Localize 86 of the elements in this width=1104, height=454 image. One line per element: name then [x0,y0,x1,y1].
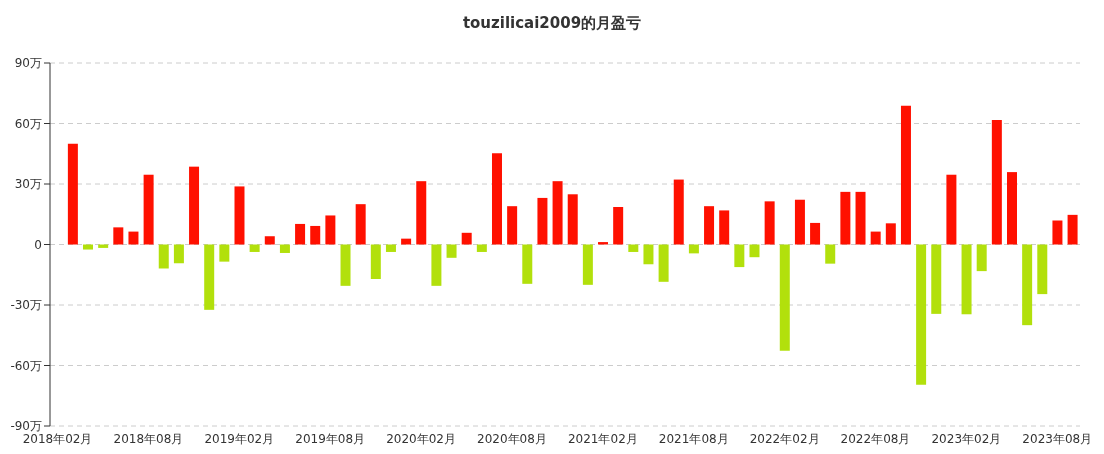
bar [704,206,715,245]
bar [855,191,866,245]
bar [840,191,851,245]
y-tick-label: 60万 [14,116,42,131]
bar [810,222,821,245]
bar [582,244,593,285]
bar [749,244,760,258]
bar [825,244,836,264]
bar [1067,214,1078,245]
x-tick-label: 2019年08月 [295,431,366,446]
bar [461,232,472,245]
bar [916,244,927,385]
bar [794,199,805,245]
bar [522,244,533,284]
bar [476,244,487,252]
bar [507,206,518,245]
bar [325,215,336,245]
bar [431,244,442,286]
bar [158,244,169,269]
x-tick-label: 2023年02月 [931,431,1002,446]
bar [310,225,321,245]
bar [143,174,154,245]
y-tick-label: -60万 [10,358,42,373]
bar [128,231,139,245]
y-tick-label: 0 [34,237,42,252]
bar [931,244,942,314]
bar [734,244,745,268]
y-tick-label: 30万 [14,177,42,192]
bar [173,244,184,264]
bar [295,223,306,245]
bar [764,201,775,245]
bar [1006,172,1017,245]
bar [340,244,351,286]
bar [991,120,1002,245]
x-tick-label: 2018年08月 [113,431,184,446]
bar [976,244,987,272]
bar [234,186,245,245]
x-tick-label: 2021年02月 [567,431,638,446]
y-tick-label: 90万 [14,56,42,71]
x-tick-label: 2021年08月 [658,431,729,446]
bar [870,231,881,245]
bar [688,244,699,254]
x-tick-label: 2022年02月 [749,431,820,446]
chart-title: touzilicai2009的月盈亏 [461,14,643,33]
x-tick-label: 2019年02月 [204,431,275,446]
bar [946,174,957,245]
y-tick-label: -90万 [10,419,42,434]
bar [567,194,578,245]
bar [537,197,548,245]
bar [1052,220,1063,245]
bar [189,166,200,245]
bar [113,227,124,245]
bar [885,223,896,245]
bar [491,153,502,245]
bar [264,236,275,245]
bar [658,244,669,282]
bar [900,105,911,245]
y-tick-label: -30万 [10,298,42,313]
bar [643,244,654,265]
bar [961,244,972,315]
bar [279,244,290,253]
bar [219,244,230,262]
x-tick-label: 2020年08月 [477,431,547,446]
bar [598,242,609,245]
bar [673,179,684,245]
bar [204,244,215,310]
bar [1022,244,1033,326]
bar [779,244,790,351]
bar [613,206,624,245]
bar [67,143,78,245]
bar [83,244,94,250]
bar [385,244,396,252]
bar [249,244,260,252]
x-tick-label: 2022年08月 [840,431,911,446]
x-tick-label: 2018年02月 [22,431,93,446]
bar [401,238,412,245]
bar [355,204,366,245]
bar [628,244,639,252]
x-tick-label: 2020年02月 [386,431,457,446]
x-tick-label: 2023年08月 [1022,431,1093,446]
bar [719,210,730,245]
bar [1037,244,1048,295]
bar [446,244,457,258]
bar [370,244,381,279]
bar [552,181,563,245]
bar [416,181,427,245]
